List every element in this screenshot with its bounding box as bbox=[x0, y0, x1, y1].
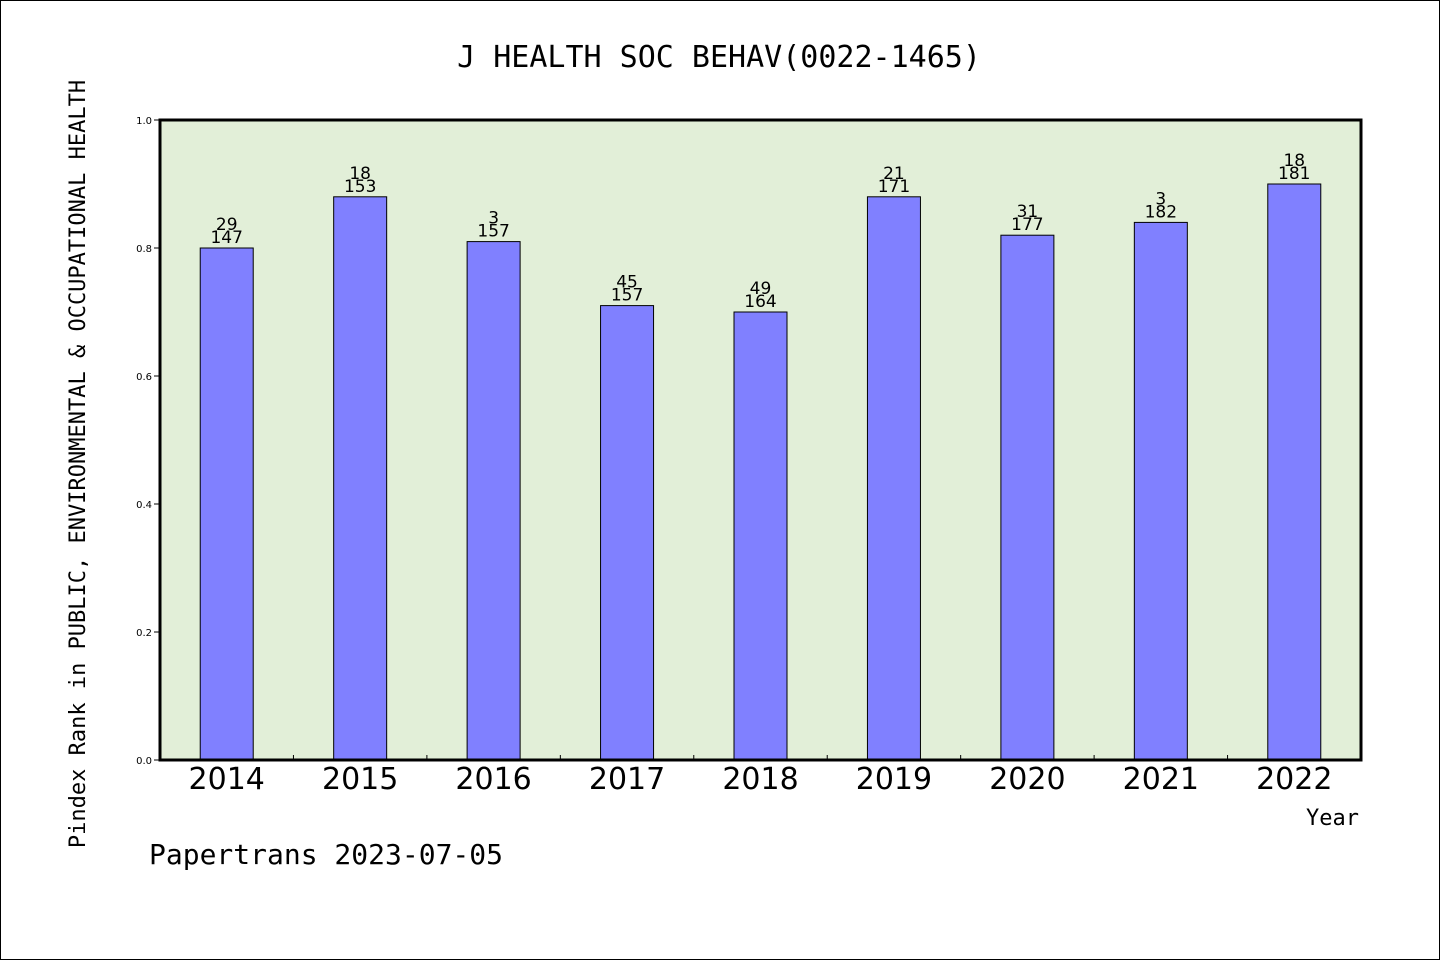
x-tick-label-2014: 2014 bbox=[189, 762, 265, 797]
x-tick-label-2020: 2020 bbox=[989, 762, 1065, 797]
x-tick-label-2021: 2021 bbox=[1123, 762, 1199, 797]
bar-2020 bbox=[1000, 234, 1055, 761]
bar-2017 bbox=[600, 305, 655, 761]
chart-title: J HEALTH SOC BEHAV(0022-1465) bbox=[457, 40, 981, 75]
rank-label-2022: 18 bbox=[1283, 151, 1305, 171]
y-tick-label: 0.4 bbox=[136, 500, 152, 511]
footer-credit: Papertrans 2023-07-05 bbox=[149, 838, 503, 871]
rank-label-2020: 31 bbox=[1017, 202, 1039, 222]
bar-2016 bbox=[466, 241, 521, 761]
bars-group bbox=[199, 183, 1322, 761]
rank-label-2017: 45 bbox=[616, 273, 638, 293]
y-axis-ticks: 0.0 0.2 0.4 0.6 0.8 1.0 bbox=[136, 116, 160, 767]
rank-label-2014: 29 bbox=[216, 215, 238, 235]
total-label-2017: 157 bbox=[611, 286, 643, 306]
rank-label-2019: 21 bbox=[883, 164, 905, 184]
bar-2021 bbox=[1133, 221, 1188, 761]
bar-2019 bbox=[866, 196, 921, 761]
rank-label-2015: 18 bbox=[349, 164, 371, 184]
x-axis-ticks: 2014 2015 2016 2017 2018 2019 2020 2021 2022 bbox=[189, 755, 1332, 797]
y-tick-label: 1.0 bbox=[136, 116, 152, 127]
y-tick-label: 0.6 bbox=[136, 372, 152, 383]
bar-2014 bbox=[199, 247, 254, 761]
x-tick-label-2016: 2016 bbox=[455, 762, 531, 797]
total-label-2021: 182 bbox=[1145, 202, 1177, 222]
total-label-2016: 157 bbox=[477, 222, 509, 242]
total-label-2020: 177 bbox=[1011, 215, 1043, 235]
y-tick-label: 0.2 bbox=[136, 628, 152, 639]
x-tick-label-2015: 2015 bbox=[322, 762, 398, 797]
bar-2022 bbox=[1267, 183, 1322, 761]
bar-2015 bbox=[333, 196, 388, 761]
x-tick-label-2017: 2017 bbox=[589, 762, 665, 797]
y-axis-label: Pindex Rank in PUBLIC, ENVIRONMENTAL & O… bbox=[66, 80, 91, 848]
x-tick-label-2018: 2018 bbox=[722, 762, 798, 797]
total-label-2022: 181 bbox=[1278, 164, 1310, 184]
x-axis-label: Year bbox=[1306, 806, 1359, 831]
total-label-2018: 164 bbox=[744, 292, 776, 312]
total-label-2015: 153 bbox=[344, 177, 376, 197]
rank-label-2018: 49 bbox=[750, 279, 772, 299]
bar-2018 bbox=[733, 311, 788, 761]
y-tick-label: 0.8 bbox=[136, 244, 152, 255]
plot-border bbox=[158, 118, 1363, 762]
total-label-2019: 171 bbox=[878, 177, 910, 197]
rank-label-2021: 3 bbox=[1155, 189, 1166, 209]
y-tick-label: 0.0 bbox=[136, 756, 152, 767]
x-tick-label-2019: 2019 bbox=[856, 762, 932, 797]
total-label-2014: 147 bbox=[210, 228, 242, 248]
rank-label-2016: 3 bbox=[488, 209, 499, 229]
x-tick-label-2022: 2022 bbox=[1256, 762, 1332, 797]
